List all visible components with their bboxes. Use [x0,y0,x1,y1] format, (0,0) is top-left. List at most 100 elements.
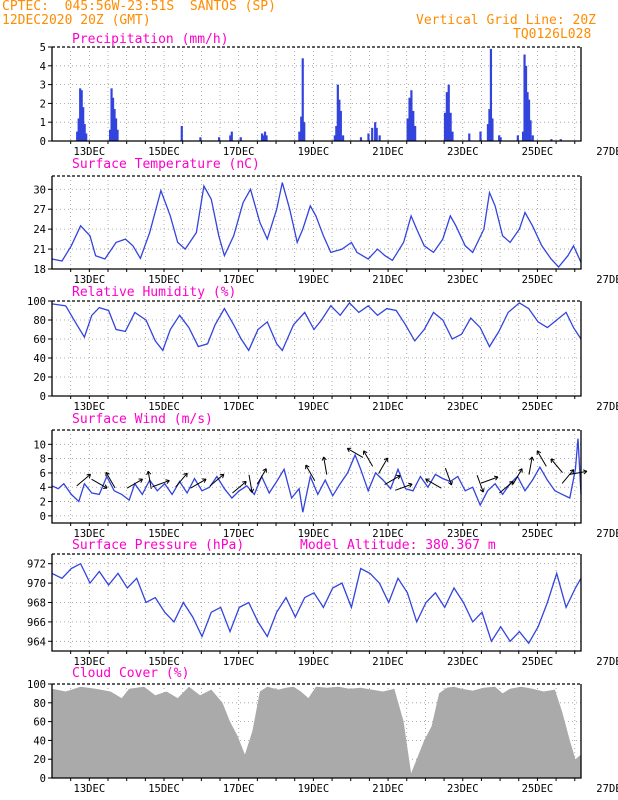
wind-arrow [384,475,401,486]
y-tick-label: 5 [40,42,46,54]
wind-arrow [444,467,452,486]
precip-bar [479,131,482,141]
x-tick-label: 15DEC [148,656,180,668]
precip-bar [412,110,415,141]
wind-arrow-head [529,456,535,461]
wind-arrow-head [536,450,542,455]
wind-series-line [51,438,582,513]
precip-bar [527,99,531,141]
precip-bar [230,131,233,141]
precip-bar [82,107,85,141]
x-tick-label: 13DEC [74,656,106,668]
wind-arrow-head [448,480,453,486]
wind-arrow [190,478,207,489]
x-tick-label: 17DEC [223,656,255,668]
precip-bar [531,135,534,141]
x-tick-label: 17DEC [223,528,255,540]
wind-arrow-head [408,482,413,488]
wind-arrow-head [509,480,514,486]
wind-arrow [395,483,413,491]
wind-arrow [528,456,533,475]
precip-bar [451,131,454,141]
wind-arrow [569,470,587,475]
wind-arrow [476,475,484,493]
wind-arrow-head [305,464,310,470]
precip-bar [262,135,265,141]
x-tick-label: 25DEC [522,401,554,413]
y-tick-label: 24 [33,224,46,236]
wind-arrow-head [493,475,499,481]
wind-arrow [256,468,267,485]
x-tick-label: 15DEC [148,783,180,795]
wind-arrow [323,456,328,475]
precip-bar [300,116,303,141]
wind-arrow-head [569,469,575,474]
x-tick-label: 25DEC [522,528,554,540]
precip-bar [114,118,118,141]
precip-bar [116,129,119,141]
x-tick-label: 21DEC [372,656,404,668]
precip-bar [111,97,115,141]
y-tick-label: 4 [40,482,46,494]
wind-arrow-head [550,458,555,463]
model-altitude-label: Model Altitude: 380.367 m [300,538,496,553]
y-tick-label: 18 [33,264,46,276]
wind-arrow-head [582,469,588,475]
x-tick-label: 17DEC [223,783,255,795]
precip-bar [110,88,113,141]
precip-bar [85,133,88,141]
x-tick-label: 13DEC [74,274,106,286]
x-tick-label: 15DEC [148,274,180,286]
x-tick-label: 13DEC [74,783,106,795]
precip-bar [263,131,267,141]
precip-bar [77,118,80,141]
x-tick-label: 25DEC [522,274,554,286]
precip-bar [80,90,83,141]
wind-arrow [347,447,364,458]
x-tick-label: 15DEC [148,146,180,158]
panel-frame [51,176,582,270]
cloud-panel-title: Cloud Cover (%) [72,666,189,681]
precip-bar [408,97,411,141]
precip-bar [449,112,452,141]
precip-bar [410,90,413,141]
x-tick-label: 13DEC [74,528,106,540]
precip-bar [499,137,502,141]
wind-arrow [425,478,442,489]
y-tick-label: 2 [40,497,46,509]
precip-bar [443,112,447,141]
pres-panel-title: Surface Pressure (hPa) [72,538,244,553]
y-tick-label: 80 [33,315,46,327]
wind-arrow-head [425,478,430,483]
wind-panel-title: Surface Wind (m/s) [72,412,213,427]
panel-frame [51,430,582,524]
wind-arrow [91,478,108,489]
wind-arrow [480,476,499,484]
precip-bar [375,127,378,141]
y-tick-label: 0 [40,511,46,523]
wind-arrow-head [202,478,207,483]
wind-arrow-head [396,474,401,480]
panel-frame [51,47,582,142]
panel-frame [51,301,582,397]
precip-bar [180,125,183,141]
precip-bar [559,139,562,141]
wind-arrow [536,450,547,467]
precip-bar [217,137,221,141]
precip-panel-title: Precipitation (mm/h) [72,32,229,47]
precip-bar [406,118,409,141]
y-tick-label: 60 [33,717,46,729]
y-tick-label: 972 [27,559,46,571]
y-tick-label: 964 [27,636,46,648]
precip-bar [524,65,528,141]
wind-arrow [378,457,389,474]
grid-line-note: Vertical Grid Line: 20Z [416,13,597,28]
wind-arrow [147,471,152,490]
cloud-cover-area [52,686,581,778]
x-tick-label: 15DEC [148,401,180,413]
precip-bar [378,135,381,141]
precip-bar [79,88,82,141]
y-tick-label: 40 [33,735,46,747]
x-tick-label: 13DEC [74,146,106,158]
